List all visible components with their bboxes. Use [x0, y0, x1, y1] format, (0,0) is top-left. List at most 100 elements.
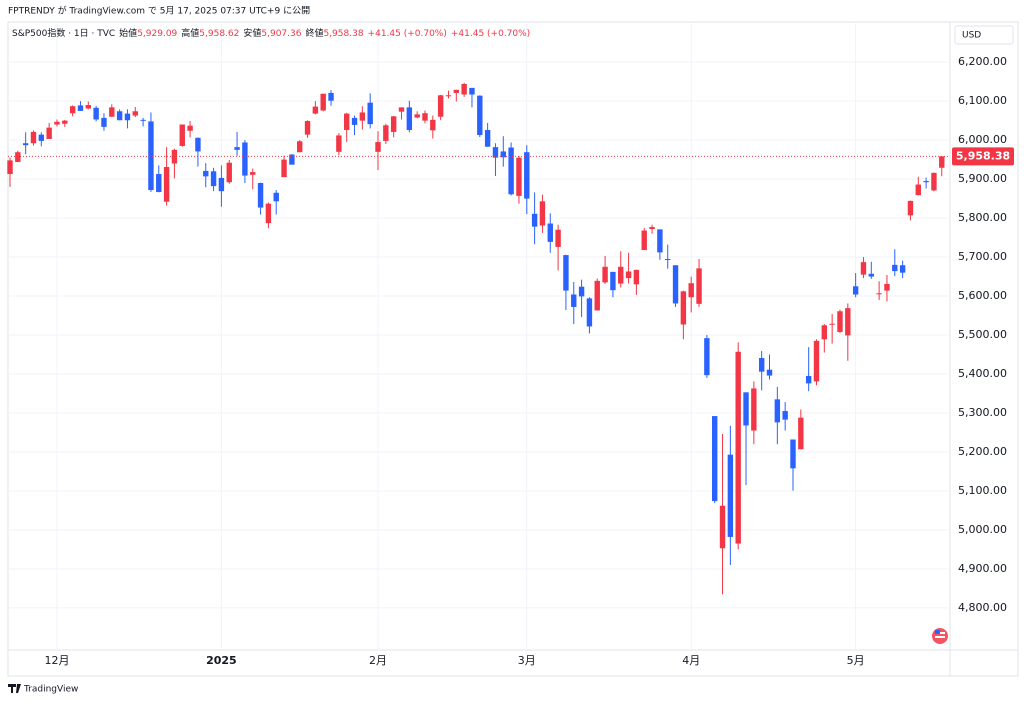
candle-body	[665, 259, 671, 261]
candle-body	[22, 143, 29, 146]
candle-body	[578, 286, 585, 297]
candle-body	[218, 177, 225, 192]
brand-logo	[8, 684, 21, 693]
candle-body	[62, 120, 68, 124]
candle-body	[531, 213, 538, 227]
y-tick-label: 4,900.00	[958, 562, 1007, 575]
candle-body	[469, 87, 475, 95]
candle-body	[38, 134, 45, 141]
candle-body	[77, 105, 84, 111]
candle-body	[915, 184, 921, 196]
y-tick-label: 6,100.00	[958, 94, 1007, 107]
open-label: 始値	[119, 27, 137, 39]
candle-body	[461, 83, 467, 95]
candle-body	[868, 273, 874, 277]
candle-body	[899, 265, 906, 273]
candle-body	[939, 156, 945, 168]
y-tick-label: 5,800.00	[958, 211, 1007, 224]
candle-body	[375, 142, 381, 152]
candle-body	[782, 411, 788, 420]
candle-body	[719, 505, 726, 549]
candle-body	[508, 147, 514, 195]
candle-body	[351, 117, 358, 125]
candle-body	[766, 369, 773, 376]
candle-body	[265, 203, 272, 224]
candle-body	[336, 135, 342, 152]
candle-body	[547, 223, 553, 242]
high-value: 5,958.62	[199, 29, 239, 39]
candle-body	[524, 152, 530, 199]
candle-body	[85, 105, 91, 109]
candle-body	[735, 351, 741, 544]
y-tick-label: 5,000.00	[958, 523, 1007, 536]
candle-body	[101, 117, 107, 127]
candle-body	[15, 152, 21, 162]
candle-body	[359, 112, 366, 121]
candle-body	[774, 399, 781, 423]
candle-body	[594, 280, 600, 311]
y-tick-label: 5,200.00	[958, 445, 1007, 458]
candle-body	[571, 294, 577, 307]
candle-body	[304, 121, 311, 135]
x-tick-label: 4月	[682, 654, 700, 667]
candle-body	[328, 92, 334, 101]
candle-body	[437, 95, 444, 117]
candle-body	[46, 127, 52, 139]
candle-body	[805, 375, 812, 384]
candle-body	[837, 311, 843, 332]
y-tick-label: 5,900.00	[958, 172, 1007, 185]
change: +41.45 (+0.70%)	[368, 29, 447, 39]
candle-body	[688, 283, 694, 298]
brand: TradingView	[23, 685, 78, 695]
candle-body	[226, 162, 232, 183]
low-value: 5,907.36	[261, 29, 301, 39]
candle-body	[273, 192, 279, 202]
candle-body	[367, 102, 373, 125]
candle-body	[54, 121, 60, 125]
x-tick-label: 2月	[369, 654, 387, 667]
candle-body	[907, 200, 914, 216]
currency-box[interactable]	[954, 25, 1014, 45]
candle-body	[210, 171, 217, 187]
high-label: 高値	[181, 27, 199, 39]
candle-body	[672, 265, 679, 304]
candle-body	[171, 149, 178, 164]
y-tick-label: 5,100.00	[958, 484, 1007, 497]
candle-body	[610, 271, 616, 291]
candle-body	[821, 325, 828, 340]
candle-body	[563, 255, 569, 291]
close-label: 終値	[305, 27, 323, 39]
candle-body	[602, 266, 608, 283]
candle-body	[124, 113, 131, 121]
candle-body	[790, 439, 796, 469]
symbol-name: S&P500指数 · 1日 · TVC	[12, 27, 115, 39]
candle-body	[798, 417, 804, 450]
candle-body	[453, 89, 460, 93]
candle-body	[187, 125, 193, 131]
candle-body	[852, 286, 859, 295]
candle-body	[860, 262, 867, 275]
currency: USD	[962, 31, 981, 41]
candle-body	[649, 227, 655, 229]
candle-body	[884, 283, 890, 291]
candle-body	[430, 119, 436, 131]
candle-body	[320, 93, 326, 111]
candle-body	[414, 114, 420, 118]
candle-body	[727, 454, 734, 537]
candle-body	[234, 147, 240, 150]
y-tick-label: 5,400.00	[958, 367, 1007, 380]
candles	[7, 82, 945, 595]
candle-body	[30, 131, 37, 144]
candle-body	[586, 298, 593, 327]
candle-body	[69, 106, 76, 114]
candle-body	[343, 113, 350, 130]
candle-body	[625, 271, 632, 279]
candle-body	[242, 142, 248, 176]
candle-body	[132, 111, 138, 116]
y-tick-label: 5,500.00	[958, 328, 1007, 341]
candle-body	[484, 129, 491, 147]
candle-body	[829, 323, 835, 325]
x-tick-label: 3月	[518, 654, 536, 667]
